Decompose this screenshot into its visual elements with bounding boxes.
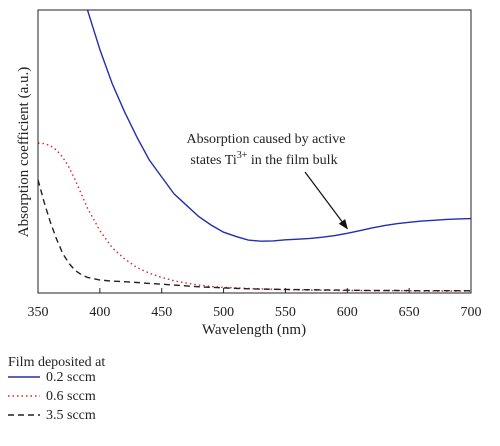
legend-title: Film deposited at bbox=[8, 355, 105, 370]
x-axis-title: Wavelength (nm) bbox=[202, 322, 306, 338]
annotation: Absorption caused by active states Ti3+ … bbox=[186, 132, 348, 230]
plot-frame bbox=[37, 9, 472, 294]
series-line-0 bbox=[86, 9, 472, 242]
x-axis-ticks: 350 400 450 500 550 600 650 700 bbox=[28, 288, 482, 320]
series-line-2 bbox=[37, 179, 471, 292]
annotation-prefix: states Ti bbox=[190, 153, 236, 168]
legend-label-1: 0.6 sccm bbox=[46, 389, 96, 404]
legend-label-2: 3.5 sccm bbox=[46, 408, 96, 423]
x-tick-label: 350 bbox=[28, 305, 49, 320]
x-tick-label: 600 bbox=[337, 305, 358, 320]
annotation-arrow bbox=[304, 171, 348, 230]
x-tick-label: 650 bbox=[399, 305, 420, 320]
annotation-line-1: Absorption caused by active bbox=[186, 132, 345, 147]
annotation-suffix: in the film bulk bbox=[247, 153, 337, 168]
x-tick-label: 500 bbox=[213, 305, 234, 320]
series-layer bbox=[37, 9, 472, 292]
y-axis-title: Absorption coefficient (a.u.) bbox=[16, 67, 32, 238]
legend-label-0: 0.2 sccm bbox=[46, 370, 96, 385]
annotation-line-2: states Ti3+ in the film bulk bbox=[190, 150, 337, 168]
series-line-1 bbox=[37, 142, 471, 292]
x-tick-label: 400 bbox=[89, 305, 110, 320]
legend: Film deposited at 0.2 sccm 0.6 sccm 3.5 sc… bbox=[8, 355, 105, 423]
legend-items: 0.2 sccm 0.6 sccm 3.5 sccm bbox=[8, 370, 96, 423]
x-tick-label: 700 bbox=[461, 305, 482, 320]
x-tick-label: 450 bbox=[151, 305, 172, 320]
x-tick-label: 550 bbox=[275, 305, 296, 320]
annotation-superscript: 3+ bbox=[237, 150, 248, 161]
